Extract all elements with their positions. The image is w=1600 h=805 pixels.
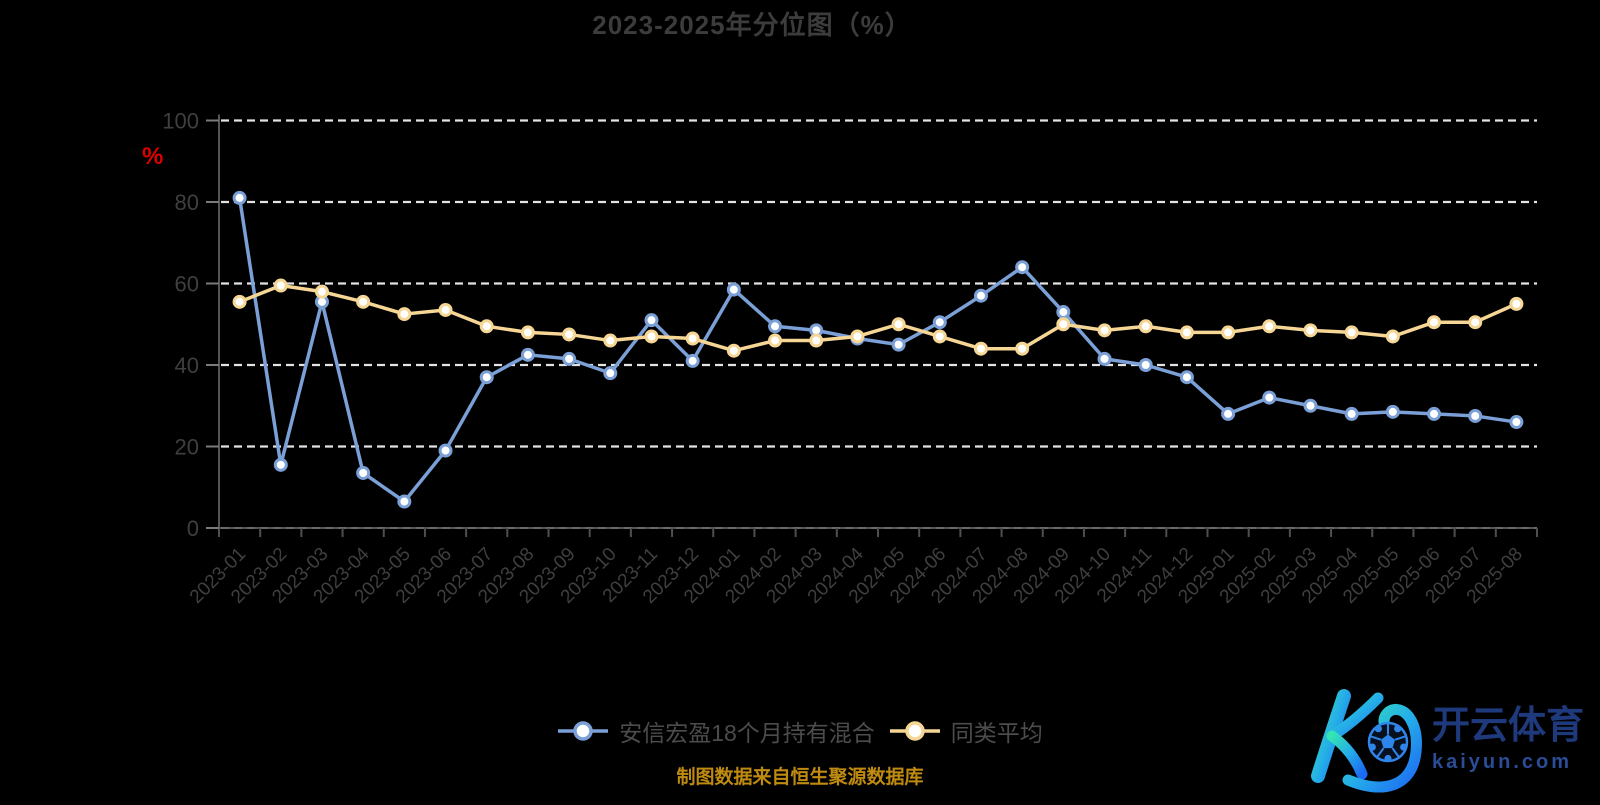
- series-line-0: [237, 196, 1519, 504]
- data-point: [685, 331, 700, 346]
- chart-title: 2023-2025年分位图（%）: [592, 10, 912, 40]
- data-point: [1303, 398, 1318, 413]
- y-tick-label: 80: [175, 190, 199, 215]
- source-note: 制图数据来自恒生聚源数据库: [676, 767, 924, 788]
- data-point: [1262, 319, 1277, 334]
- data-point: [1015, 341, 1030, 356]
- legend-item-average: 同类平均: [889, 714, 1043, 748]
- data-point: [1097, 323, 1112, 338]
- brand-url-text: kaiyun.com: [1432, 751, 1572, 773]
- data-point: [232, 190, 247, 205]
- data-point: [273, 278, 288, 293]
- kaiyun-logo-graphic: 开云体育 kaiyun.com: [1311, 689, 1584, 793]
- y-tick-label: 60: [175, 272, 199, 297]
- legend-label-average: 同类平均: [950, 720, 1043, 746]
- data-point: [809, 333, 824, 348]
- data-point: [1344, 406, 1359, 421]
- data-point: [397, 494, 412, 509]
- legend-label-fund: 安信宏盈18个月持有混合: [619, 720, 875, 746]
- data-point: [1179, 325, 1194, 340]
- data-point: [973, 288, 988, 303]
- data-point: [685, 353, 700, 368]
- data-point: [356, 294, 371, 309]
- data-point: [1015, 260, 1030, 275]
- data-point: [1468, 408, 1483, 423]
- data-point: [1179, 370, 1194, 385]
- data-point: [1056, 305, 1071, 320]
- data-point: [1262, 390, 1277, 405]
- data-point: [768, 333, 783, 348]
- data-point: [768, 319, 783, 334]
- data-point: [273, 457, 288, 472]
- soccer-ball-icon: [1367, 721, 1409, 763]
- data-point: [644, 313, 659, 328]
- data-point: [520, 347, 535, 362]
- data-point: [397, 307, 412, 322]
- y-tick-label: 0: [187, 516, 199, 541]
- data-point: [1221, 325, 1236, 340]
- data-point: [562, 351, 577, 366]
- data-point: [1097, 351, 1112, 366]
- legend-line-marker-icon: [889, 721, 940, 741]
- data-point: [314, 284, 329, 299]
- y-tick-label: 20: [175, 435, 199, 460]
- y-axis-unit-label: %: [142, 143, 164, 170]
- data-point: [891, 337, 906, 352]
- data-point: [603, 333, 618, 348]
- data-point: [850, 329, 865, 344]
- data-point: [603, 366, 618, 381]
- legend: 安信宏盈18个月持有混合 同类平均: [0, 714, 1600, 748]
- data-point: [1509, 296, 1524, 311]
- data-point: [1303, 323, 1318, 338]
- data-point: [1385, 329, 1400, 344]
- data-point: [479, 370, 494, 385]
- data-point: [726, 343, 741, 358]
- data-point: [1427, 406, 1442, 421]
- brand-name-text: 开云体育: [1432, 705, 1584, 747]
- data-point: [479, 319, 494, 334]
- data-point: [932, 315, 947, 330]
- data-point: [232, 294, 247, 309]
- data-point: [1138, 319, 1153, 334]
- data-point: [1427, 315, 1442, 330]
- data-point: [356, 465, 371, 480]
- data-point: [1056, 317, 1071, 332]
- data-point: [438, 302, 453, 317]
- data-point: [1509, 415, 1524, 430]
- data-point: [562, 327, 577, 342]
- brand-k-icon: [1311, 689, 1422, 793]
- data-point: [1138, 358, 1153, 372]
- data-point: [891, 317, 906, 332]
- y-tick-label: 100: [162, 109, 199, 134]
- data-point: [520, 325, 535, 340]
- data-point: [1344, 325, 1359, 340]
- data-point: [1221, 406, 1236, 421]
- data-point: [1385, 404, 1400, 419]
- data-point: [726, 282, 741, 297]
- data-point: [973, 341, 988, 356]
- data-point: [932, 329, 947, 344]
- data-point: [644, 329, 659, 344]
- data-point: [1468, 315, 1483, 330]
- data-point: [438, 443, 453, 458]
- legend-line-marker-icon: [558, 721, 609, 741]
- kaiyun-watermark-logo[interactable]: 开云体育 kaiyun.com: [1282, 650, 1600, 800]
- y-tick-label: 40: [175, 353, 199, 378]
- legend-item-fund: 安信宏盈18个月持有混合: [557, 714, 875, 748]
